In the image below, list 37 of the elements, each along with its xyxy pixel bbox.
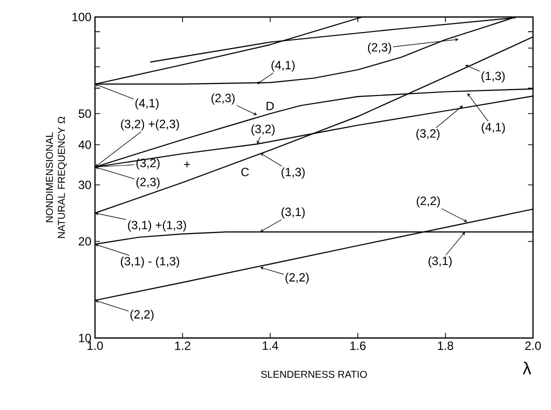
y-tick-label: 30 [78, 180, 92, 190]
x-tick-label: 1.2 [175, 342, 190, 350]
annotation: (2,2) [416, 196, 440, 208]
annotation: (2,3) [212, 93, 235, 105]
text: λ [522, 362, 532, 374]
annotation: (4,1) [482, 122, 505, 134]
annotation: (1,3) [482, 71, 505, 83]
annotation: (3,2) [252, 124, 275, 136]
y-tick-label: 10 [79, 334, 92, 342]
annotation: (3,2) [136, 158, 160, 170]
annotation: (1,3) [282, 167, 305, 179]
annotation: (2,3) [368, 42, 392, 54]
annotation: (2,3) [136, 177, 160, 189]
y-tick-label: 40 [78, 140, 92, 149]
x-tick-label: 1.4 [262, 342, 278, 350]
annotation: (3,1) [428, 256, 452, 268]
annotation: (3,1) - (1,3) [120, 256, 180, 268]
y-tick-label: 100 [72, 12, 92, 22]
x-axis-title: SLENDERNESS RATIO [261, 370, 367, 378]
x-tick-label: 2.0 [525, 342, 541, 350]
y-axis-title: NONDIMENSIONAL NATURAL FREQUENCY Ω [46, 116, 67, 238]
annotation: (2,2) [130, 310, 154, 321]
annotation: (3,2) [416, 128, 440, 140]
annotation: (4,1) [135, 98, 159, 110]
x-tick-label: 1.8 [438, 342, 454, 350]
annotation: (3,1) [282, 207, 305, 218]
x-tick-label: 1.6 [350, 342, 366, 350]
annotation: (3,2) +(2,3) [121, 119, 179, 131]
y-tick-label: 20 [78, 237, 92, 246]
annotation: C [241, 168, 249, 176]
annotation: + [184, 162, 190, 168]
annotation: (3,1) +(1,3) [128, 220, 186, 232]
y-tick-label: 50 [78, 109, 92, 118]
annotation: (2,2) [286, 272, 309, 284]
x-tick-label: 1.0 [88, 342, 103, 350]
annotation: (4,1) [272, 60, 295, 72]
annotation: D [266, 102, 274, 110]
